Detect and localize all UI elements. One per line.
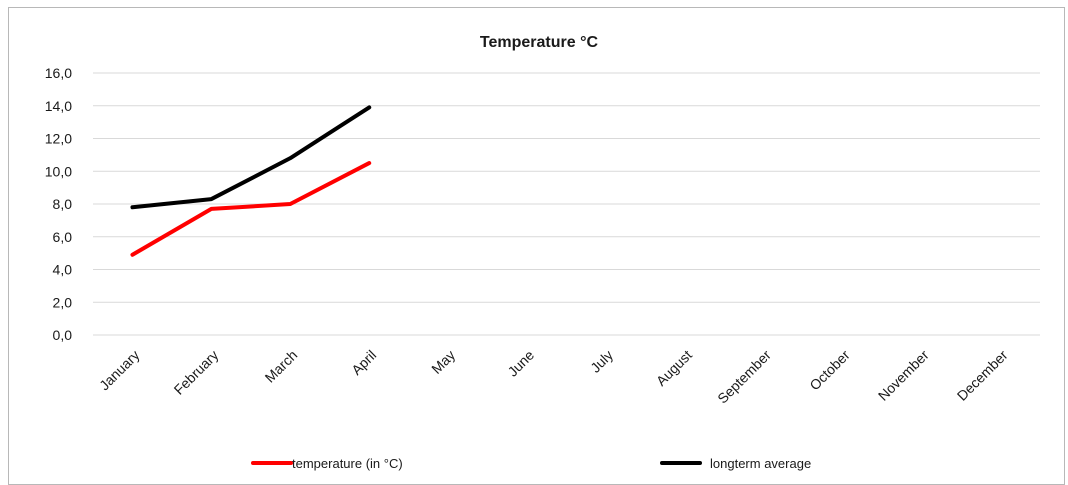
x-tick-label: June: [504, 347, 537, 380]
y-tick-label: 2,0: [53, 294, 73, 310]
x-tick-label: July: [587, 347, 616, 376]
x-tick-label: October: [806, 347, 853, 394]
y-tick-label: 12,0: [45, 131, 72, 147]
y-tick-label: 0,0: [53, 327, 73, 343]
y-tick-label: 4,0: [53, 262, 73, 278]
legend-label: longterm average: [710, 456, 811, 471]
gridlines: [93, 72, 1040, 336]
series-lines: [130, 105, 372, 257]
x-tick-label: December: [954, 347, 1011, 404]
chart-title: Temperature °C: [480, 34, 599, 51]
x-tick-label: September: [714, 347, 774, 407]
x-tick-label: August: [653, 347, 695, 389]
y-tick-label: 14,0: [45, 98, 72, 114]
legend-label: temperature (in °C): [292, 456, 403, 471]
x-tick-label: May: [428, 347, 458, 377]
x-axis-ticks: January February March April May June July Augu…: [96, 347, 1011, 407]
x-tick-label: April: [348, 347, 379, 378]
x-tick-label: January: [96, 347, 143, 394]
y-axis-ticks: 0,0 2,0 4,0 6,0 8,0 10,0 12,0 14,0 16,0: [45, 65, 72, 343]
chart-frame: [8, 7, 1065, 485]
y-tick-label: 8,0: [53, 196, 73, 212]
y-tick-label: 16,0: [45, 65, 72, 81]
x-tick-label: March: [262, 347, 301, 386]
y-tick-label: 10,0: [45, 163, 72, 179]
series-line: [130, 161, 372, 257]
series-line: [130, 105, 372, 210]
x-tick-label: November: [875, 347, 932, 404]
legend: temperature (in °C) longterm average: [251, 456, 811, 471]
y-tick-label: 6,0: [53, 229, 73, 245]
x-tick-label: February: [171, 347, 222, 398]
